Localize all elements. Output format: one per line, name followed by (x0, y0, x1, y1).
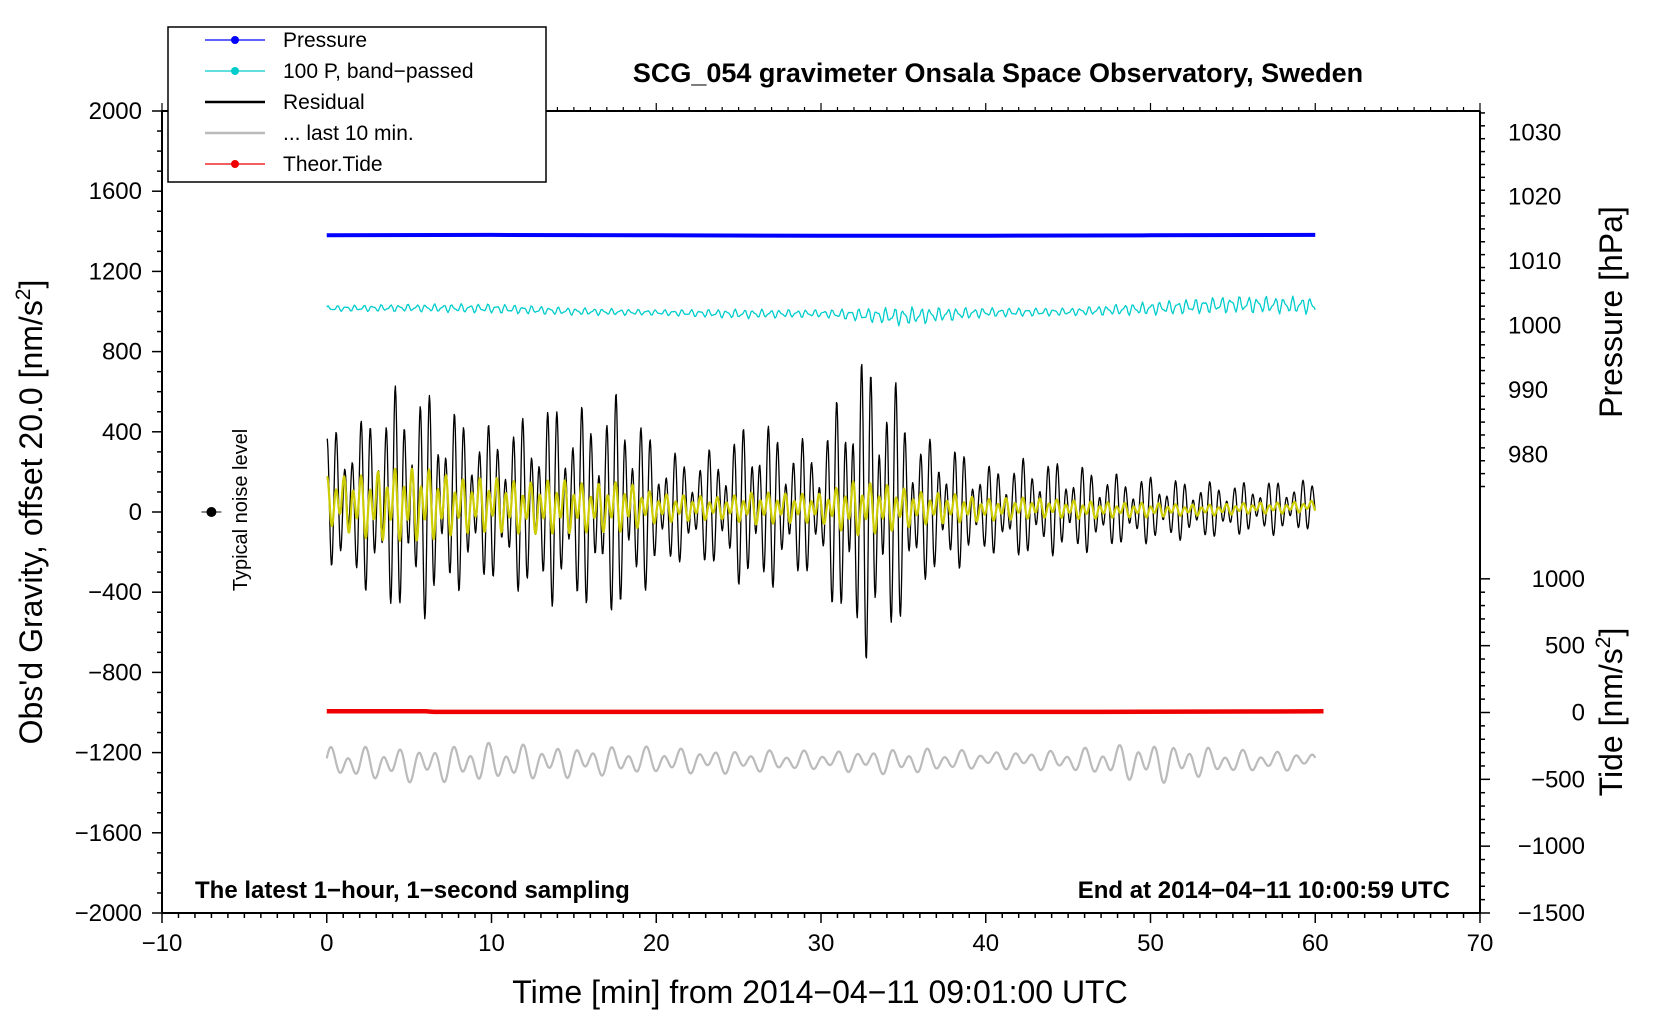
pressure-tick-label: 980 (1508, 441, 1548, 468)
x-tick-label: 30 (808, 930, 835, 957)
pressure-tick-labels: 1030 1020 1010 1000 990 980 (1508, 119, 1561, 468)
y-axis-title-tide-main: Tide [nm/s (1593, 648, 1629, 796)
tide-tick-label: 0 (1572, 700, 1585, 727)
legend-box (167, 26, 547, 183)
pressure-tick-label: 1000 (1508, 312, 1561, 339)
y-axis-title-left-sup: 2 (12, 288, 35, 300)
x-tick-labels: −10 0 10 20 30 40 50 60 70 (142, 930, 1494, 957)
tide-tick-label: −1500 (1518, 900, 1585, 927)
legend-marker (231, 160, 239, 168)
x-tick-label: 70 (1467, 930, 1494, 957)
y-tick-label-left: 1200 (89, 258, 142, 285)
footer-left-note: The latest 1−hour, 1−second sampling (195, 877, 630, 904)
y-tick-label-left: 2000 (89, 98, 142, 125)
legend-label: Residual (283, 91, 365, 114)
noise-level-label: Typical noise level (230, 429, 252, 591)
y-tick-label-left: 800 (102, 339, 142, 366)
footer-right-note: End at 2014−04−11 10:00:59 UTC (1078, 877, 1450, 904)
pressure-tick-label: 1030 (1508, 119, 1561, 146)
x-tick-label: 10 (478, 930, 505, 957)
y-tick-label-left: 400 (102, 419, 142, 446)
legend-label: 100 P, band−passed (283, 60, 474, 83)
legend-entries: Pressure 100 P, band−passed Residual ... la… (205, 29, 474, 176)
tide-tick-label: 1000 (1532, 566, 1585, 593)
x-tick-label: −10 (142, 930, 183, 957)
legend: Pressure 100 P, band−passed Residual ... la… (167, 26, 547, 183)
pressure-tick-label: 1020 (1508, 184, 1561, 211)
x-tick-label: 20 (643, 930, 670, 957)
y-tick-labels-left: 2000 1600 1200 800 400 0 −400 −800 −1200 −1600 −20… (75, 98, 142, 927)
y-axis-title-tide-sup: 2 (1592, 637, 1615, 649)
series-theor-tide (326, 709, 1324, 715)
pressure-tick-label: 990 (1508, 377, 1548, 404)
chart-title: SCG_054 gravimeter Onsala Space Observat… (633, 58, 1363, 88)
y-tick-label-left: −800 (88, 659, 142, 686)
legend-label: Pressure (283, 29, 367, 52)
y-tick-label-left: −1200 (75, 740, 142, 767)
x-tick-label: 40 (972, 930, 999, 957)
tide-tick-label: −1000 (1518, 833, 1585, 860)
series-residual-yellow-filtered (326, 467, 1317, 542)
y-tick-label-left: 0 (129, 499, 142, 526)
series-pressure (326, 232, 1316, 238)
tide-tick-labels: 1000 500 0 −500 −1000 −1500 (1518, 566, 1585, 927)
legend-marker (231, 36, 239, 44)
y-axis-title-left: Obs'd Gravity, offset 20.0 [nm/s2] (12, 280, 49, 745)
y-tick-label-left: 1600 (89, 178, 142, 205)
legend-label: ... last 10 min. (283, 122, 414, 145)
legend-marker (231, 67, 239, 75)
series-group (325, 232, 1324, 784)
y-axis-title-tide: Tide [nm/s2] (1592, 628, 1629, 797)
series-last-10-min (325, 741, 1317, 784)
y-tick-label-left: −1600 (75, 820, 142, 847)
x-tick-label: 0 (320, 930, 333, 957)
legend-label: Theor.Tide (283, 153, 383, 176)
tide-tick-label: −500 (1531, 766, 1585, 793)
y-axis-title-pressure: Pressure [hPa] (1593, 206, 1629, 418)
series-100-p-band-passed (326, 295, 1316, 327)
y-axis-title-left-main: Obs'd Gravity, offset 20.0 [nm/s (13, 300, 49, 744)
x-axis-title: Time [min] from 2014−04−11 09:01:00 UTC (512, 974, 1127, 1010)
y-tick-label-left: −400 (88, 579, 142, 606)
y-axis-title-tide-end: ] (1593, 628, 1629, 637)
noise-level-point (206, 507, 217, 517)
tide-tick-label: 500 (1545, 633, 1585, 660)
x-tick-label: 60 (1302, 930, 1329, 957)
noise-level: Typical noise level (201, 429, 252, 591)
y-axis-title-left-end: ] (13, 280, 49, 289)
y-tick-label-left: −2000 (75, 900, 142, 927)
pressure-tick-label: 1010 (1508, 248, 1561, 275)
x-tick-label: 50 (1137, 930, 1164, 957)
